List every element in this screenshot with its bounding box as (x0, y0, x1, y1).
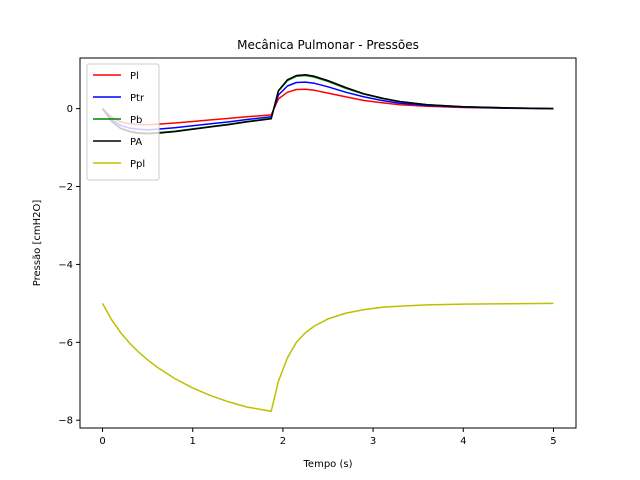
legend-label-ptr: Ptr (130, 93, 145, 104)
y-axis-label: Pressão [cmH2O] (32, 200, 43, 287)
y-tick-label: −4 (58, 260, 73, 271)
legend: Pl Ptr Pb PA Ppl (86, 63, 160, 181)
legend-label-pl: Pl (130, 71, 139, 82)
x-tick-label: 5 (550, 436, 556, 447)
series-line-ppl (101, 302, 554, 413)
x-tick-label: 1 (190, 436, 196, 447)
chart-title: Mecânica Pulmonar - Pressões (237, 38, 419, 52)
x-tick-label: 0 (99, 436, 105, 447)
y-tick-label: −6 (58, 338, 73, 349)
x-axis-ticks: 0 1 2 3 4 5 (99, 428, 557, 447)
plot-frame (79, 57, 577, 429)
y-tick-label: 0 (67, 104, 73, 115)
y-tick-label: −8 (58, 416, 73, 427)
y-axis-ticks: −8 −6 −4 −2 0 (58, 104, 80, 427)
legend-box (86, 63, 160, 181)
y-tick-label: −2 (58, 182, 73, 193)
x-axis-label: Tempo (s) (303, 459, 353, 470)
legend-label-pb: Pb (130, 115, 142, 126)
x-tick-label: 4 (460, 436, 466, 447)
x-tick-label: 3 (370, 436, 376, 447)
legend-label-ppl: Ppl (130, 159, 145, 170)
legend-label-pa: PA (130, 137, 142, 148)
x-tick-label: 2 (280, 436, 286, 447)
